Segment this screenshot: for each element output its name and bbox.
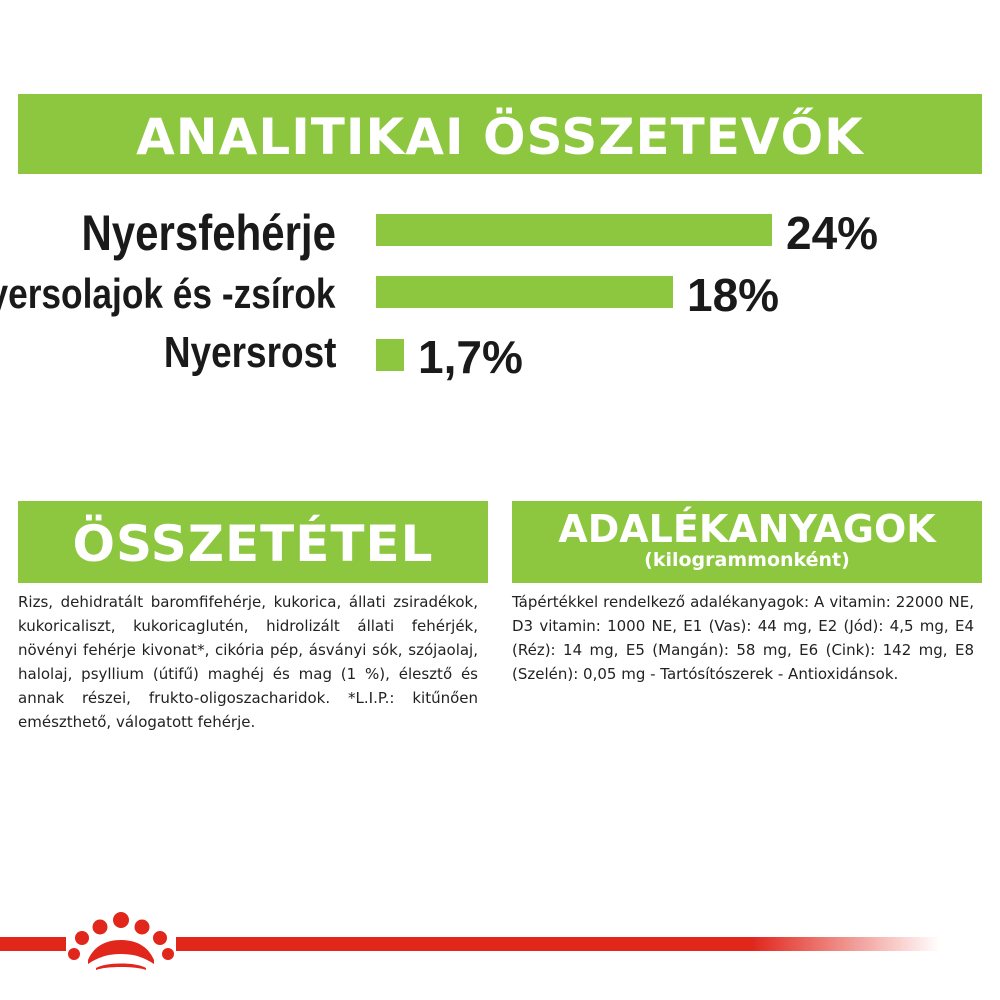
- nutrient-bar: [376, 339, 405, 371]
- analysis-title-banner: ANALITIKAI ÖSSZETEVŐK: [18, 94, 982, 174]
- nutrient-label: Nyersrost: [163, 328, 336, 377]
- additives-title-banner: ADALÉKANYAGOK (kilogrammonként): [512, 501, 982, 583]
- nutrient-value: 18%: [687, 269, 780, 321]
- nutrient-label: Nyersfehérje: [81, 205, 336, 261]
- composition-title: ÖSSZETÉTEL: [72, 515, 434, 573]
- analysis-row-fiber: Nyersrost 1,7%: [0, 322, 1000, 383]
- footer-red-line: [0, 937, 940, 951]
- analysis-row-fat: Nyersolajok és -zsírok 18%: [0, 262, 1000, 322]
- nutrient-label: Nyersolajok és -zsírok: [0, 270, 336, 317]
- analysis-title: ANALITIKAI ÖSSZETEVŐK: [136, 108, 864, 166]
- composition-text: Rizs, dehidratált baromfifehérje, kukori…: [18, 593, 478, 731]
- analysis-row-protein: Nyersfehérje 24%: [0, 200, 1000, 261]
- nutrient-value: 24%: [786, 207, 879, 259]
- additives-title: ADALÉKANYAGOK: [558, 507, 936, 551]
- nutrient-bar: [376, 276, 673, 308]
- nutrient-value: 1,7%: [418, 331, 523, 383]
- composition-title-banner: ÖSSZETÉTEL: [18, 501, 488, 583]
- additives-subtitle: (kilogrammonként): [644, 549, 850, 571]
- crown-icon: [66, 910, 176, 972]
- additives-text: Tápértékkel rendelkező adalékanyagok: A …: [512, 593, 974, 683]
- nutrient-bar: [376, 214, 772, 246]
